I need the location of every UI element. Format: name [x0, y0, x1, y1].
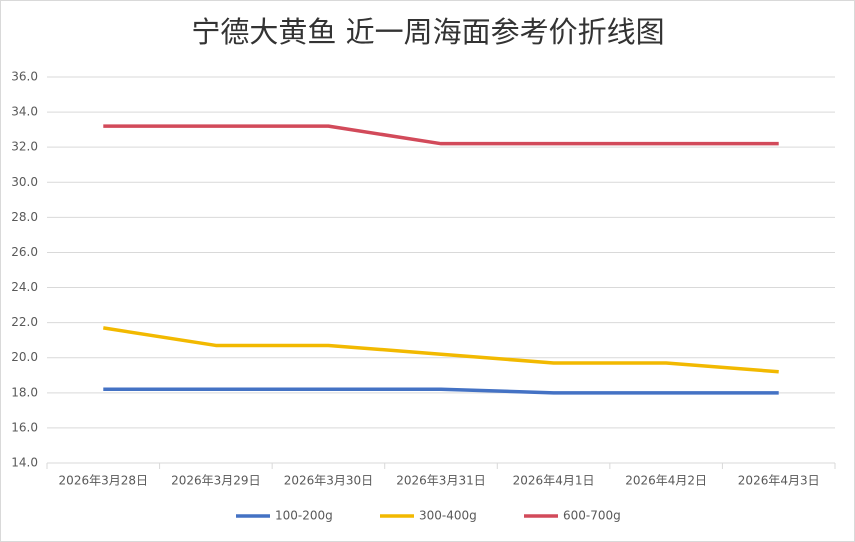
- y-tick-label: 16.0: [11, 420, 38, 434]
- y-tick-label: 24.0: [11, 280, 38, 294]
- y-tick-label: 20.0: [11, 350, 38, 364]
- legend-label: 100-200g: [275, 509, 333, 523]
- series-line: [103, 124, 779, 146]
- x-tick-label: 2026年3月30日: [284, 474, 373, 488]
- legend-label: 300-400g: [419, 509, 477, 523]
- legend-label: 600-700g: [563, 509, 621, 523]
- series-line: [103, 387, 779, 395]
- y-tick-label: 22.0: [11, 315, 38, 329]
- y-tick-label: 14.0: [11, 456, 38, 470]
- chart-title: 宁德大黄鱼 近一周海面参考价折线图: [191, 15, 664, 49]
- x-tick-label: 2026年4月2日: [625, 474, 707, 488]
- x-tick-label: 2026年4月1日: [513, 474, 595, 488]
- x-tick-label: 2026年3月28日: [59, 474, 148, 488]
- series-line: [103, 326, 779, 374]
- x-tick-label: 2026年3月29日: [171, 474, 260, 488]
- y-tick-label: 36.0: [11, 70, 38, 84]
- y-tick-label: 18.0: [11, 385, 38, 399]
- y-tick-label: 34.0: [11, 105, 38, 119]
- y-tick-label: 26.0: [11, 245, 38, 259]
- x-tick-label: 2026年3月31日: [396, 474, 485, 488]
- y-tick-label: 30.0: [11, 175, 38, 189]
- y-tick-label: 32.0: [11, 140, 38, 154]
- x-tick-label: 2026年4月3日: [738, 474, 820, 488]
- y-tick-label: 28.0: [11, 210, 38, 224]
